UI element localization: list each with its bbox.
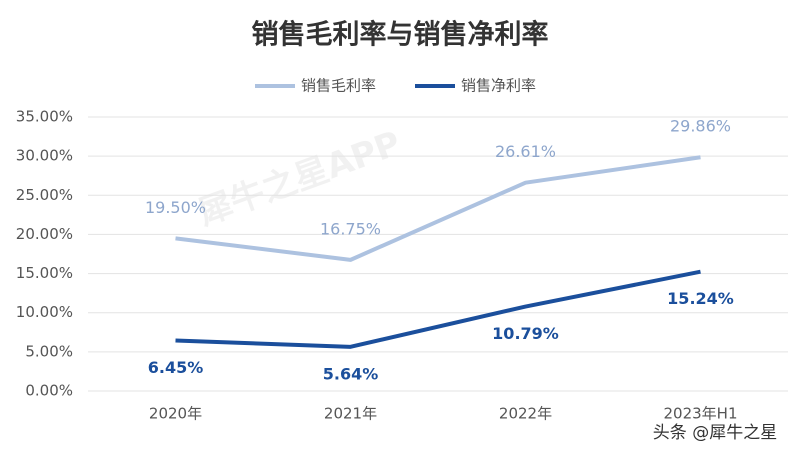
chart-title: 销售毛利率与销售净利率 bbox=[252, 19, 549, 51]
credit: 头条 @犀牛之星 bbox=[653, 423, 777, 443]
data-label: 10.79% bbox=[492, 324, 559, 343]
y-tick-label: 25.00% bbox=[16, 186, 73, 204]
x-tick-label: 2023年H1 bbox=[664, 405, 738, 423]
data-label: 16.75% bbox=[320, 219, 381, 238]
y-tick-label: 15.00% bbox=[16, 264, 73, 282]
y-tick-label: 5.00% bbox=[25, 342, 73, 360]
legend-label: 销售毛利率 bbox=[301, 77, 376, 95]
legend-label: 销售净利率 bbox=[461, 77, 536, 95]
data-label: 5.64% bbox=[323, 364, 379, 383]
x-tick-label: 2021年 bbox=[324, 405, 377, 423]
watermark: 犀牛之星APP bbox=[193, 124, 406, 234]
data-label: 26.61% bbox=[495, 142, 556, 161]
data-label: 6.45% bbox=[148, 358, 204, 377]
y-tick-label: 0.00% bbox=[25, 382, 73, 400]
y-tick-label: 30.00% bbox=[16, 147, 73, 165]
data-label: 19.50% bbox=[145, 198, 206, 217]
y-tick-label: 20.00% bbox=[16, 225, 73, 243]
x-tick-label: 2022年 bbox=[499, 405, 552, 423]
line-series bbox=[175, 269, 701, 349]
x-tick-label: 2020年 bbox=[149, 405, 202, 423]
line-series bbox=[175, 155, 701, 262]
y-tick-label: 35.00% bbox=[16, 108, 73, 126]
y-tick-label: 10.00% bbox=[16, 303, 73, 321]
data-label: 29.86% bbox=[670, 117, 731, 136]
data-label: 15.24% bbox=[667, 289, 734, 308]
